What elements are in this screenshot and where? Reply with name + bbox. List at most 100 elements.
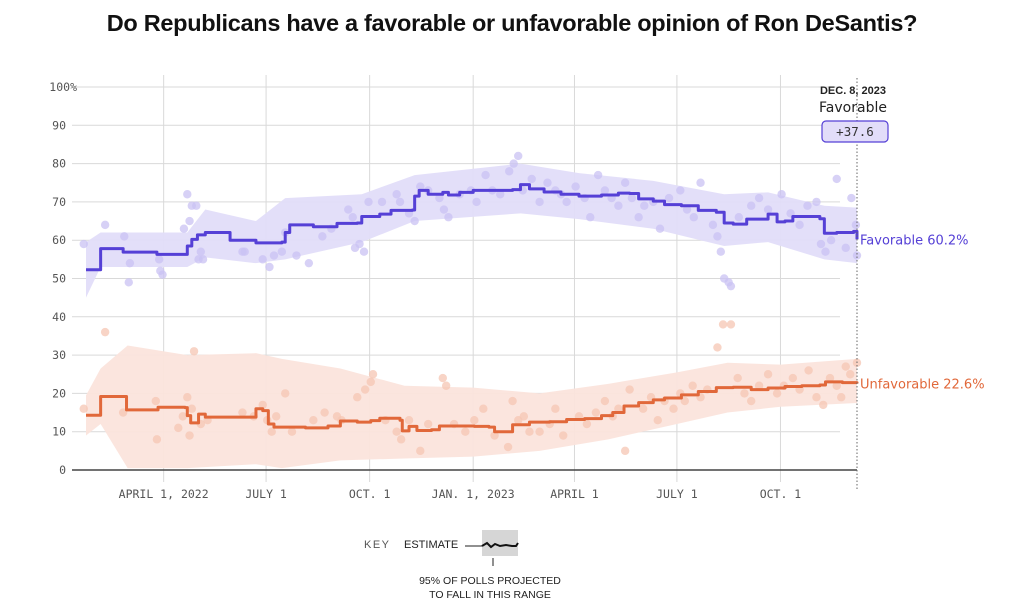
- unfavorable-poll-dot: [178, 412, 187, 421]
- favorable-poll-dot: [509, 159, 518, 168]
- unfavorable-poll-dot: [490, 431, 499, 440]
- favorable-poll-dot: [571, 182, 580, 191]
- unfavorable-poll-dot: [614, 404, 623, 413]
- unfavorable-poll-dot: [423, 419, 433, 429]
- favorable-poll-dot: [716, 247, 726, 256]
- favorable-poll-dot: [410, 216, 419, 226]
- favorable-poll-dot: [803, 201, 812, 210]
- favorable-poll-dot: [344, 205, 353, 214]
- key-range-line-1: 95% OF POLLS PROJECTED: [419, 575, 561, 587]
- favorable-poll-dot: [240, 247, 249, 256]
- unfavorable-poll-dot: [804, 366, 813, 375]
- unfavorable-poll-dot: [272, 412, 281, 421]
- y-tick-label: 60: [52, 233, 66, 247]
- unfavorable-poll-dot: [503, 442, 513, 452]
- favorable-poll-dot: [562, 197, 571, 207]
- favorable-poll-dot: [832, 174, 841, 184]
- favorable-poll-dot: [154, 255, 164, 264]
- y-tick-label: 50: [52, 272, 66, 286]
- favorable-poll-dot: [726, 281, 736, 291]
- unfavorable-poll-dot: [152, 435, 162, 444]
- favorable-poll-dot: [746, 201, 756, 210]
- favorable-poll-dot: [696, 178, 705, 187]
- favorable-poll-dot: [355, 239, 364, 249]
- x-tick-label: JAN. 1, 2023: [432, 487, 515, 501]
- favorable-poll-dot: [292, 251, 301, 260]
- unfavorable-poll-dot: [267, 427, 276, 436]
- favorable-poll-dot: [851, 220, 861, 230]
- favorable-poll-dot: [185, 216, 194, 226]
- unfavorable-poll-dot: [846, 370, 855, 379]
- estimate-lines: [86, 183, 859, 434]
- favorable-poll-dot: [79, 239, 88, 249]
- unfavorable-poll-dot: [754, 381, 764, 390]
- unfavorable-poll-dot: [535, 427, 544, 436]
- annotation-difference-box: [821, 120, 889, 143]
- favorable-poll-dot: [318, 232, 327, 241]
- unfavorable-poll-dot: [258, 400, 267, 410]
- y-tick-label: 10: [52, 425, 66, 439]
- favorable-poll-dot: [586, 213, 595, 222]
- favorable-poll-dot: [593, 170, 603, 180]
- favorable-poll-dot: [847, 193, 856, 203]
- unfavorable-poll-dot: [772, 389, 782, 398]
- unfavorable-poll-dot: [174, 423, 183, 433]
- unfavorable-poll-dot: [320, 408, 329, 417]
- axes: [72, 78, 858, 490]
- favorable-poll-dot: [777, 190, 786, 199]
- unfavorable-poll-dot: [688, 381, 697, 390]
- unfavorable-poll-dot: [718, 320, 728, 329]
- favorable-poll-dot: [120, 232, 129, 241]
- favorable-poll-dot: [364, 197, 373, 207]
- key-estimate-line: [481, 541, 519, 549]
- x-tick-label: APRIL 1, 2022: [119, 487, 209, 501]
- key-range-label: 95% OF POLLS PROJECTED TO FALL IN THIS R…: [380, 574, 600, 602]
- unfavorable-poll-dot: [825, 373, 835, 383]
- favorable-poll-dot: [481, 170, 490, 180]
- x-tick-label: APRIL 1: [550, 487, 599, 501]
- unfavorable-poll-dot: [353, 393, 362, 402]
- unfavorable-poll-dot: [812, 393, 821, 402]
- favorable-poll-dot: [444, 213, 453, 222]
- favorable-poll-dot: [416, 182, 425, 191]
- unfavorable-poll-dot: [368, 370, 378, 379]
- key-range-line-2: TO FALL IN THIS RANGE: [429, 589, 551, 601]
- favorable-end-label: Favorable 60.2%: [860, 233, 969, 248]
- unfavorable-poll-dot: [281, 389, 290, 398]
- favorable-poll-dot: [505, 167, 514, 176]
- unfavorable-poll-dot: [638, 404, 648, 413]
- unfavorable-poll-dot: [832, 381, 841, 390]
- favorable-poll-dot: [640, 201, 649, 210]
- favorable-poll-dot: [614, 201, 623, 210]
- x-tick-label: JULY 1: [245, 487, 287, 501]
- unfavorable-poll-dot: [653, 416, 662, 425]
- favorable-poll-dot: [304, 258, 314, 268]
- favorable-poll-dot: [543, 178, 552, 187]
- unfavorable-poll-dot: [183, 393, 192, 402]
- favorable-poll-dot: [514, 151, 523, 161]
- unfavorable-poll-dot: [763, 370, 773, 379]
- y-tick-label: 30: [52, 348, 66, 362]
- favorable-poll-dot: [600, 186, 610, 195]
- unfavorable-confidence-band: [86, 345, 857, 469]
- favorable-poll-dot: [664, 193, 674, 203]
- favorable-poll-dot: [763, 205, 773, 214]
- unfavorable-poll-dot: [309, 416, 318, 425]
- favorable-poll-dot: [359, 247, 369, 256]
- unfavorable-poll-dot: [189, 347, 199, 356]
- y-tick-label: 80: [52, 157, 66, 171]
- unfavorable-poll-dot: [680, 396, 689, 406]
- favorable-poll-dot: [192, 201, 201, 210]
- favorable-poll-dot: [269, 251, 279, 260]
- favorable-poll-dot: [852, 251, 862, 260]
- favorable-poll-dot: [620, 178, 630, 187]
- favorable-confidence-band: [86, 163, 857, 298]
- unfavorable-poll-dot: [841, 362, 850, 371]
- annotation-label: Favorable: [819, 100, 887, 116]
- unfavorable-poll-dot: [461, 427, 470, 436]
- unfavorable-poll-dot: [726, 320, 736, 329]
- unfavorable-poll-dot: [360, 385, 370, 394]
- unfavorable-poll-dot: [470, 416, 479, 425]
- favorable-estimate-line: [86, 183, 859, 272]
